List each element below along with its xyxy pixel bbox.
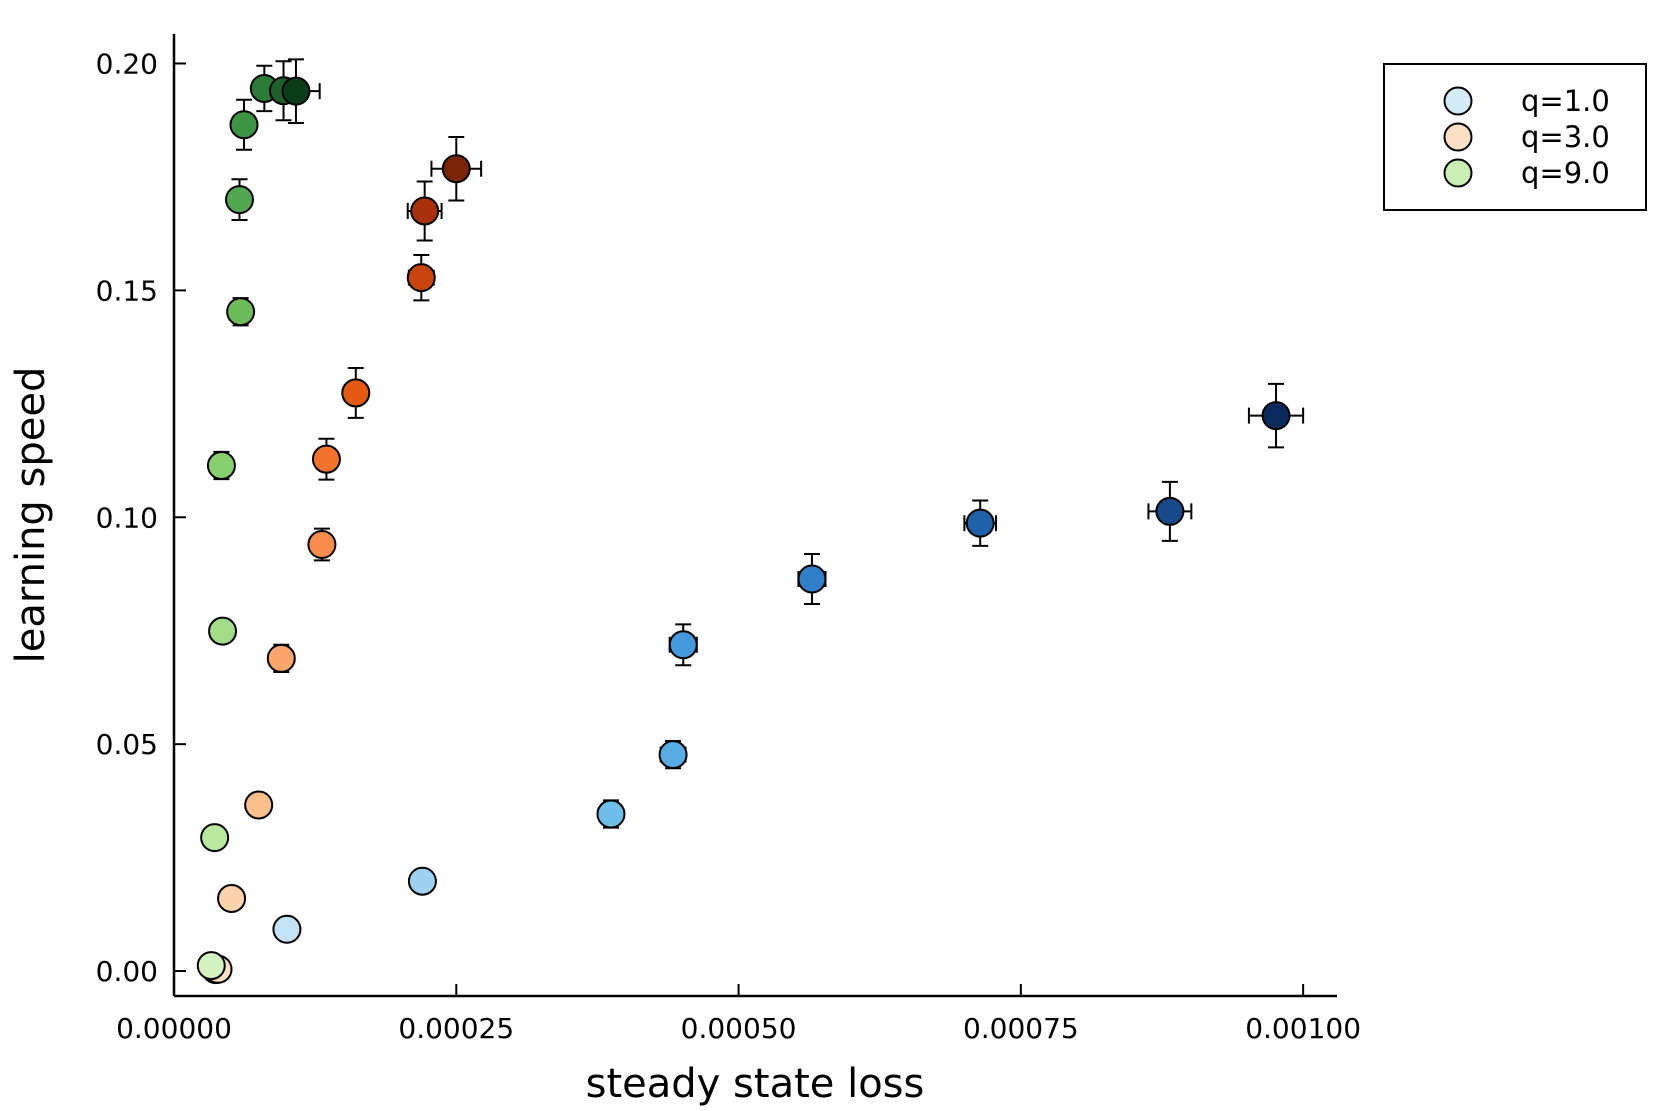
- data-points: [196, 73, 1291, 985]
- legend-marker: [1443, 122, 1473, 152]
- legend-label: q=9.0: [1521, 156, 1610, 190]
- x-tick-label: 0.00075: [963, 1012, 1079, 1045]
- legend-label: q=1.0: [1521, 84, 1610, 118]
- data-point-q-1-0: [965, 508, 995, 538]
- data-point-q-3-0: [311, 444, 341, 474]
- y-tick-label: 0.10: [96, 501, 158, 534]
- x-tick-label: 0.00025: [398, 1012, 514, 1045]
- x-tick-label: 0.00050: [681, 1012, 797, 1045]
- data-point-q-3-0: [307, 529, 337, 559]
- x-tick-label: 0.00100: [1245, 1012, 1361, 1045]
- legend-marker: [1443, 86, 1473, 116]
- data-point-q-9-0: [200, 823, 230, 853]
- error-bars: [203, 58, 1305, 978]
- data-point-q-9-0: [196, 951, 226, 981]
- data-point-q-3-0: [244, 790, 274, 820]
- x-tick-label: 0.00000: [116, 1012, 232, 1045]
- data-point-q-3-0: [410, 196, 440, 226]
- data-point-q-3-0: [266, 643, 296, 673]
- data-point-q-1-0: [272, 914, 302, 944]
- y-axis-title: learning speed: [8, 367, 54, 664]
- data-point-q-1-0: [1261, 401, 1291, 431]
- data-point-q-1-0: [668, 630, 698, 660]
- data-point-q-3-0: [217, 883, 247, 913]
- y-tick-label: 0.20: [96, 47, 158, 80]
- legend: q=1.0q=3.0q=9.0: [1383, 63, 1647, 211]
- data-point-q-1-0: [658, 740, 688, 770]
- data-point-q-1-0: [1155, 496, 1185, 526]
- y-tick-label: 0.00: [96, 955, 158, 988]
- data-point-q-3-0: [406, 263, 436, 293]
- data-point-q-9-0: [224, 185, 254, 215]
- data-point-q-9-0: [226, 297, 256, 327]
- x-ticks: 0.00000 0.00025 0.00050 0.00075 0.00100: [116, 984, 1361, 1045]
- data-point-q-9-0: [206, 451, 236, 481]
- x-axis-title: steady state loss: [586, 1061, 925, 1107]
- y-tick-label: 0.05: [96, 728, 158, 761]
- data-point-q-9-0: [229, 110, 259, 140]
- legend-items: q=1.0q=3.0q=9.0: [1443, 84, 1610, 190]
- data-point-q-9-0: [281, 76, 311, 106]
- legend-box: [1383, 63, 1647, 211]
- data-point-q-3-0: [341, 378, 371, 408]
- y-tick-label: 0.15: [96, 274, 158, 307]
- axes: [172, 34, 1337, 998]
- y-ticks: 0.00 0.05 0.10 0.15 0.20: [96, 47, 186, 988]
- data-point-q-1-0: [797, 564, 827, 594]
- data-point-q-1-0: [596, 799, 626, 829]
- legend-marker: [1443, 158, 1473, 188]
- data-point-q-9-0: [208, 616, 238, 646]
- data-point-q-3-0: [441, 154, 471, 184]
- data-point-q-1-0: [407, 866, 437, 896]
- legend-label: q=3.0: [1521, 120, 1610, 154]
